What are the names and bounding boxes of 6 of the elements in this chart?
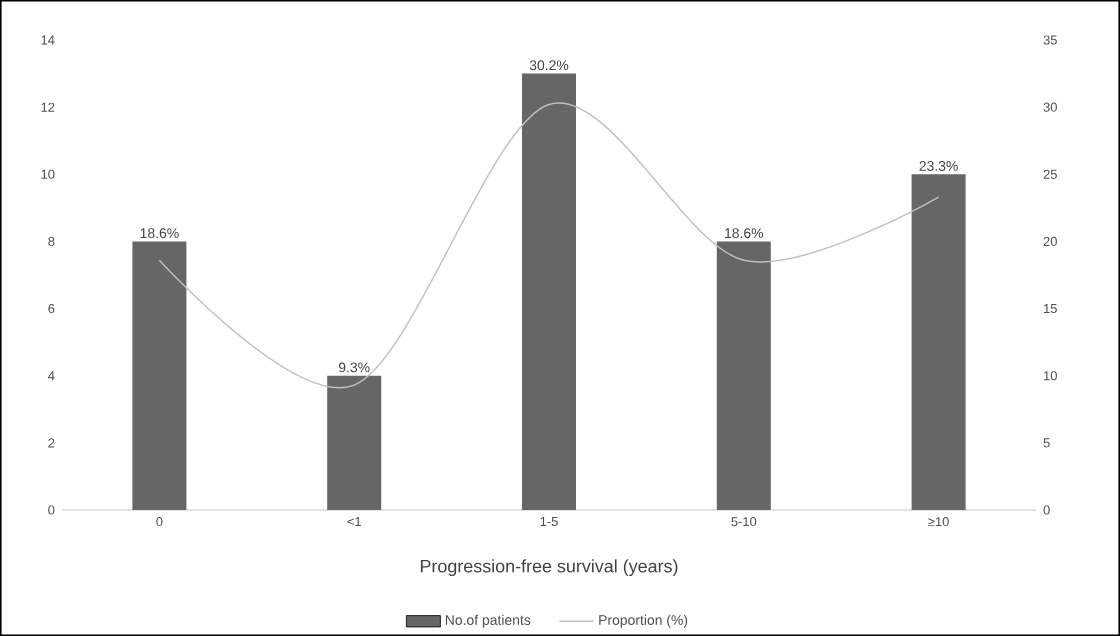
bar [716,241,771,510]
x-axis-title: Progression-free survival (years) [420,559,678,577]
bar [327,375,382,510]
bar [911,174,966,510]
bar [132,241,187,510]
bar [522,73,576,510]
